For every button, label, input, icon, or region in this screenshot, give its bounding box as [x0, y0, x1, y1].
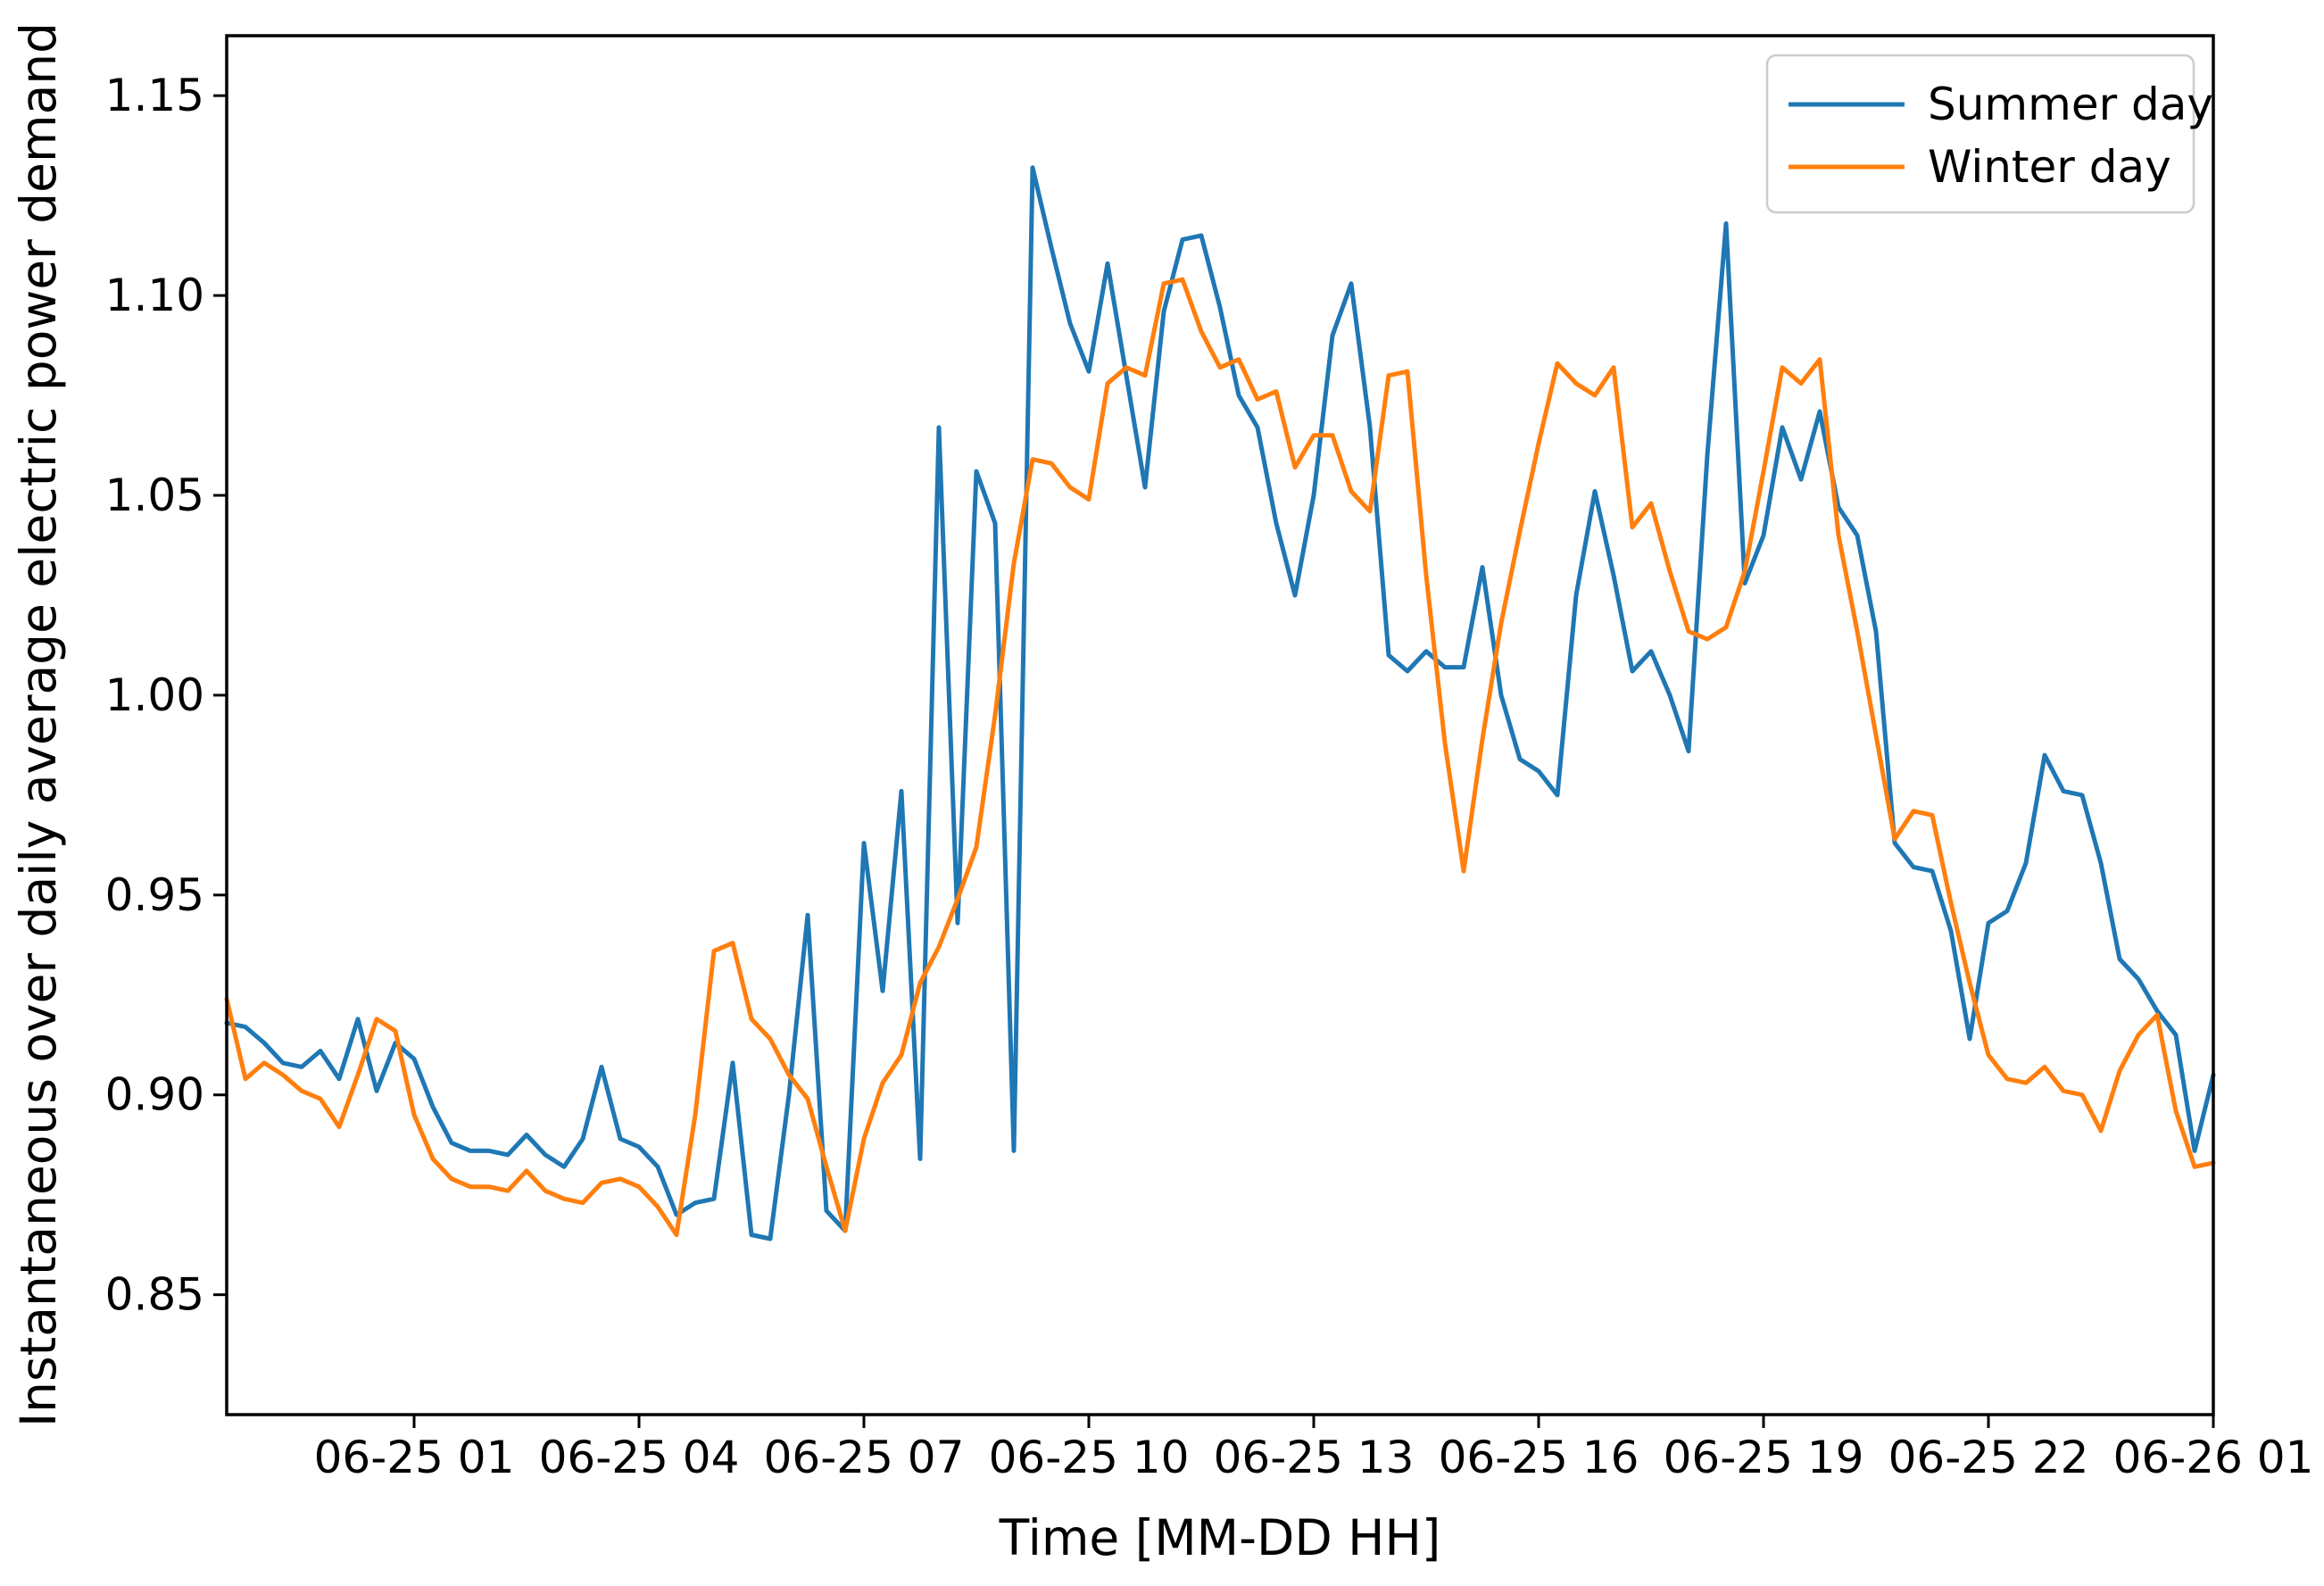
x-tick-label: 06-25 10	[989, 1432, 1190, 1483]
x-tick-label: 06-25 22	[1888, 1432, 2089, 1483]
x-tick-label: 06-25 01	[314, 1432, 515, 1483]
summer-day-line	[224, 165, 2216, 1241]
y-tick-label: 1.10	[105, 270, 204, 321]
legend-label-summer: Summer day	[1928, 79, 2213, 130]
legend-label-winter: Winter day	[1928, 141, 2171, 193]
x-axis-title: Time [MM-DD HH]	[999, 1509, 1441, 1566]
x-tick-label: 06-25 07	[764, 1432, 965, 1483]
x-axis: 06-25 01 06-25 04 06-25 07 06-25 10 06-25 13…	[314, 1415, 2314, 1483]
legend: Summer day Winter day	[1765, 54, 2213, 214]
y-tick-label: 0.85	[105, 1269, 204, 1321]
y-axis-title: Instantaneous over daily average electri…	[10, 22, 67, 1427]
series-group	[224, 165, 2216, 1241]
y-tick-label: 1.05	[105, 469, 204, 521]
winter-day-line	[224, 277, 2216, 1237]
y-tick-label: 1.00	[105, 669, 204, 721]
y-axis: 0.85 0.90 0.95 1.00 1.05 1.10 1.15	[105, 70, 227, 1321]
legend-box	[1765, 54, 2195, 214]
plot-background	[227, 36, 2213, 1415]
x-tick-label: 06-26 01	[2113, 1432, 2314, 1483]
plot-border	[225, 34, 2215, 1416]
x-tick-label: 06-25 16	[1439, 1432, 1639, 1483]
x-tick-label: 06-25 19	[1664, 1432, 1864, 1483]
x-tick-label: 06-25 13	[1214, 1432, 1415, 1483]
y-tick-label: 1.15	[105, 70, 204, 121]
y-tick-label: 0.90	[105, 1069, 204, 1121]
y-tick-label: 0.95	[105, 869, 204, 921]
x-tick-label: 06-25 04	[539, 1432, 740, 1483]
